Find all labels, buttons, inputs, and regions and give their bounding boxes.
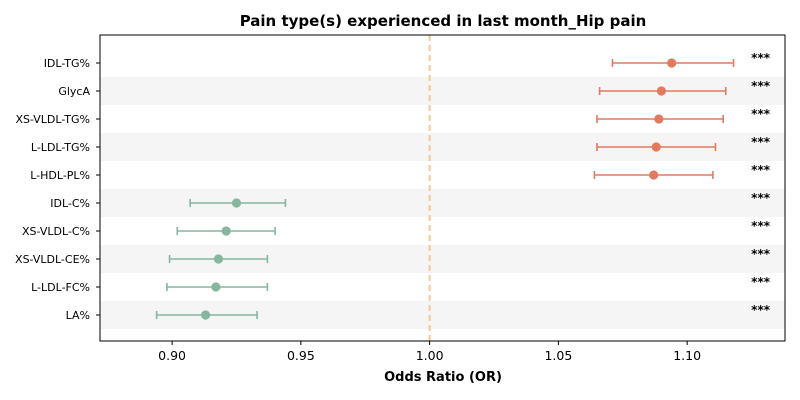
data-marks: *** *** *** *** *** *** *** *** *** *** [155, 51, 771, 320]
plot-frame [99, 34, 786, 342]
y-tick-label: IDL-TG% [44, 57, 90, 70]
y-tick-label: IDL-C% [50, 197, 90, 210]
x-tick-label: 0.90 [158, 348, 186, 363]
y-tick-label: L-LDL-TG% [31, 141, 90, 154]
significance-label: *** [751, 107, 771, 121]
odds-ratio-point [654, 114, 664, 124]
y-tick-label: GlycA [58, 85, 90, 98]
y-tick-label: XS-VLDL-CE% [15, 253, 90, 266]
significance-label: *** [751, 51, 771, 65]
y-tick-label: L-LDL-FC% [31, 281, 90, 294]
x-tick-label: 0.95 [287, 348, 315, 363]
y-tick-label: LA% [66, 309, 90, 322]
odds-ratio-point [649, 170, 659, 180]
x-axis: 0.90 0.95 1.00 1.05 1.10 [158, 341, 701, 363]
odds-ratio-point [213, 254, 224, 264]
odds-ratio-point [211, 282, 221, 292]
y-tick-label: XS-VLDL-TG% [15, 113, 90, 126]
y-axis-labels: IDL-TG% GlycA XS-VLDL-TG% L-LDL-TG% L-HDL-PL… [15, 57, 100, 322]
y-tick-label: XS-VLDL-C% [22, 225, 90, 238]
significance-label: *** [751, 163, 771, 177]
x-tick-label: 1.10 [673, 348, 701, 363]
odds-ratio-point [221, 226, 231, 236]
odds-ratio-point [200, 310, 211, 320]
significance-label: *** [751, 303, 771, 317]
chart-title: Pain type(s) experienced in last month_H… [240, 12, 647, 30]
odds-ratio-point [651, 142, 661, 152]
significance-label: *** [751, 247, 771, 261]
significance-label: *** [751, 219, 771, 233]
x-tick-label: 1.05 [544, 348, 572, 363]
odds-ratio-point [231, 198, 242, 208]
significance-label: *** [751, 275, 771, 289]
y-tick-label: L-HDL-PL% [30, 169, 90, 182]
odds-ratio-point [656, 86, 666, 96]
x-axis-label: Odds Ratio (OR) [384, 370, 502, 385]
odds-ratio-point [667, 58, 677, 68]
significance-label: *** [751, 135, 771, 149]
significance-label: *** [751, 79, 771, 93]
significance-label: *** [751, 191, 771, 205]
x-tick-label: 1.00 [416, 348, 444, 363]
